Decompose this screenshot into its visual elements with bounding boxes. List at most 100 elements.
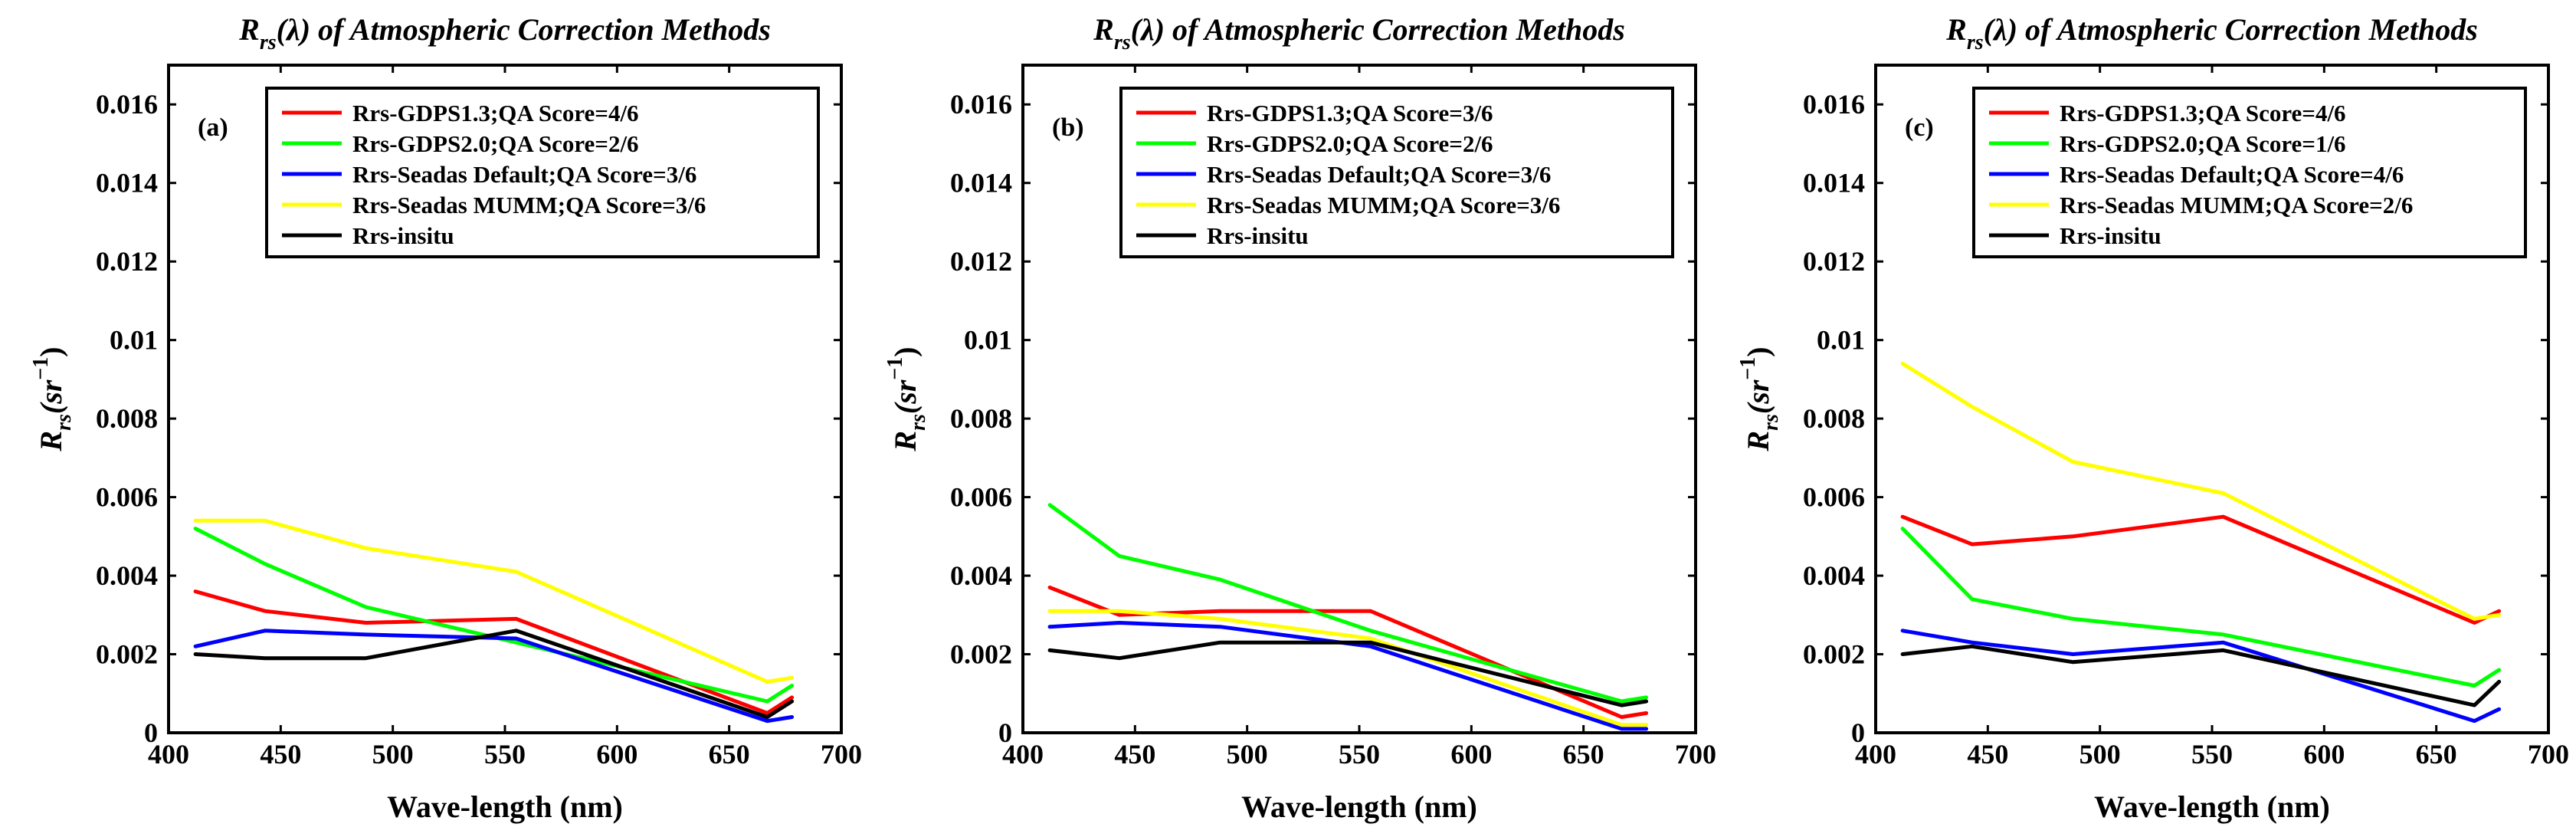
y-tick-label: 0.008	[96, 403, 158, 434]
legend-entry-1: Rrs-GDPS1.3;QA Score=3/6	[1207, 100, 1493, 126]
x-tick-label: 650	[709, 739, 750, 770]
legend-box	[1119, 87, 1674, 258]
y-tick-label: 0.006	[950, 482, 1012, 513]
y-label-symbol: R	[1741, 431, 1775, 452]
x-tick-label: 700	[1675, 739, 1716, 770]
series-line-5	[1900, 644, 2502, 707]
y-label-symbol: R	[888, 431, 923, 452]
panel-label: (b)	[1052, 113, 1084, 142]
series-line-1	[1900, 514, 2502, 625]
y-label-subscript: rs	[906, 414, 930, 431]
chart-panel-2: Rrs(λ) of Atmospheric Correction Methods…	[883, 12, 1716, 824]
y-label-close: )	[1741, 346, 1775, 356]
chart-title-subscript: rs	[260, 31, 277, 54]
y-axis-label: Rrs(sr−1)	[29, 346, 76, 451]
series-line-5	[193, 629, 795, 719]
y-tick-label: 0.016	[950, 89, 1012, 120]
y-tick-label: 0.012	[1803, 246, 1865, 277]
legend-box	[265, 87, 820, 258]
x-tick-label: 550	[484, 739, 526, 770]
series-line-4	[1047, 609, 1649, 727]
chart-title: Rrs(λ) of Atmospheric Correction Methods	[238, 12, 771, 54]
x-tick-label: 700	[2528, 739, 2569, 770]
x-tick-label: 650	[2416, 739, 2457, 770]
chart-title-text: (λ) of Atmospheric Correction Methods	[1131, 12, 1625, 47]
y-label-subscript: rs	[52, 414, 76, 431]
chart-title-symbol: R	[1093, 12, 1114, 47]
series-line-2	[1047, 503, 1649, 704]
y-label-superscript: −1	[1736, 357, 1760, 380]
legend-entry-2: Rrs-GDPS2.0;QA Score=2/6	[352, 130, 639, 157]
legend-entry-3: Rrs-Seadas Default;QA Score=3/6	[352, 161, 696, 188]
y-tick-label: 0.016	[96, 89, 158, 120]
legend-entry-5: Rrs-insitu	[352, 222, 454, 249]
series-line-1	[193, 589, 795, 715]
y-label-superscript: −1	[883, 357, 907, 380]
x-tick-label: 500	[2079, 739, 2121, 770]
legend-entry-3: Rrs-Seadas Default;QA Score=3/6	[1207, 161, 1551, 188]
y-tick-label: 0.014	[950, 168, 1012, 199]
legend-entry-2: Rrs-GDPS2.0;QA Score=2/6	[1207, 130, 1493, 157]
chart-title-subscript: rs	[1114, 31, 1131, 54]
x-tick-label: 700	[821, 739, 862, 770]
y-tick-label: 0.014	[96, 168, 158, 199]
x-tick-label: 650	[1563, 739, 1604, 770]
legend-entry-1: Rrs-GDPS1.3;QA Score=4/6	[352, 100, 639, 126]
y-tick-label: 0	[1851, 717, 1865, 748]
legend-entry-2: Rrs-GDPS2.0;QA Score=1/6	[2060, 130, 2346, 157]
x-tick-label: 500	[1227, 739, 1268, 770]
x-tick-label: 450	[260, 739, 301, 770]
y-tick-label: 0.016	[1803, 89, 1865, 120]
chart-title-subscript: rs	[1967, 31, 1984, 54]
chart-title-text: (λ) of Atmospheric Correction Methods	[277, 12, 771, 47]
y-tick-label: 0.002	[96, 639, 158, 670]
x-tick-label: 550	[1339, 739, 1380, 770]
y-tick-label: 0.008	[950, 403, 1012, 434]
y-tick-label: 0.014	[1803, 168, 1865, 199]
y-tick-label: 0.006	[1803, 482, 1865, 513]
series-line-3	[193, 629, 795, 724]
series-line-4	[193, 518, 795, 684]
x-tick-label: 450	[1967, 739, 2008, 770]
series-line-4	[1900, 361, 2502, 621]
series-line-2	[1900, 527, 2502, 688]
x-tick-label: 400	[148, 739, 189, 770]
y-axis-label: Rrs(sr−1)	[883, 346, 930, 451]
legend-entry-5: Rrs-insitu	[2060, 222, 2161, 249]
x-tick-label: 600	[1450, 739, 1492, 770]
x-tick-label: 400	[1002, 739, 1044, 770]
legend-entry-4: Rrs-Seadas MUMM;QA Score=2/6	[2060, 192, 2413, 218]
x-tick-label: 550	[2191, 739, 2233, 770]
y-tick-label: 0.012	[96, 246, 158, 277]
y-tick-label: 0.012	[950, 246, 1012, 277]
chart-title-text: (λ) of Atmospheric Correction Methods	[1984, 12, 2478, 47]
y-tick-label: 0.006	[96, 482, 158, 513]
chart-title: Rrs(λ) of Atmospheric Correction Methods	[1093, 12, 1625, 54]
series-line-2	[193, 527, 795, 704]
x-axis-label: Wave-length (nm)	[2094, 789, 2330, 824]
series-line-1	[1047, 585, 1649, 719]
legend-entry-5: Rrs-insitu	[1207, 222, 1309, 249]
y-tick-label: 0.01	[1817, 325, 1865, 356]
x-tick-label: 450	[1114, 739, 1155, 770]
y-label-unit: (sr	[1741, 379, 1775, 414]
chart-title: Rrs(λ) of Atmospheric Correction Methods	[1945, 12, 2478, 54]
y-label-subscript: rs	[1759, 414, 1783, 431]
y-label-superscript: −1	[29, 357, 53, 380]
chart-title-symbol: R	[238, 12, 260, 47]
y-tick-label: 0.004	[96, 560, 158, 591]
y-tick-label: 0.002	[950, 639, 1012, 670]
x-tick-label: 400	[1855, 739, 1896, 770]
y-tick-label: 0.004	[950, 560, 1012, 591]
y-tick-label: 0.01	[964, 325, 1012, 356]
legend-entry-4: Rrs-Seadas MUMM;QA Score=3/6	[352, 192, 706, 218]
series-line-3	[1047, 621, 1649, 731]
y-label-close: )	[888, 346, 923, 356]
legend-entry-4: Rrs-Seadas MUMM;QA Score=3/6	[1207, 192, 1560, 218]
chart-panel-3: Rrs(λ) of Atmospheric Correction Methods…	[1736, 12, 2569, 824]
legend-box	[1972, 87, 2527, 258]
y-tick-label: 0.002	[1803, 639, 1865, 670]
chart-title-symbol: R	[1945, 12, 1967, 47]
y-label-symbol: R	[34, 431, 68, 452]
